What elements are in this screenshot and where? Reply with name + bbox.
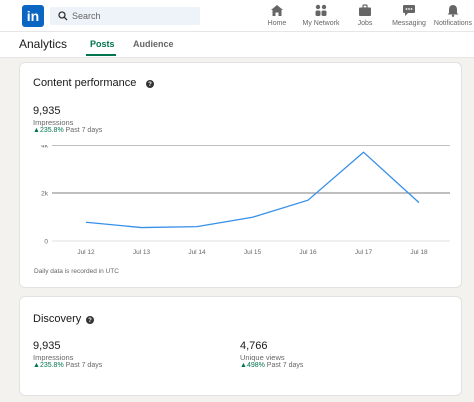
x-tick-label: Jul 12: [77, 249, 95, 256]
x-tick-label: Jul 15: [244, 249, 262, 256]
delta-value: 498%: [246, 362, 265, 369]
nav-item-my-network[interactable]: My Network: [300, 4, 342, 30]
delta-period: Past 7 days: [266, 362, 304, 369]
nav-item-label: Messaging: [392, 20, 426, 27]
impressions-series-line: [85, 151, 420, 229]
briefcase-icon: [359, 4, 371, 16]
nav-item-label: Notifications: [433, 20, 473, 27]
top-navigation-bar: in Home My Network Jobs: [0, 0, 474, 32]
impressions-delta: ▲235.8% Past 7 days: [33, 127, 102, 134]
delta-value: 235.8%: [39, 127, 64, 134]
linkedin-logo[interactable]: in: [22, 5, 44, 27]
delta-period: Past 7 days: [65, 127, 103, 134]
utc-footnote: Daily data is recorded in UTC: [34, 268, 119, 275]
discovery-impressions-label: Impressions: [33, 353, 74, 362]
svg-text:?: ?: [88, 318, 92, 324]
trend-up-icon: ▲: [33, 127, 40, 134]
y-tick-label: 4k: [41, 145, 49, 150]
unique-views-value: 4,766: [240, 340, 268, 352]
search-box[interactable]: [50, 7, 200, 25]
search-input[interactable]: [72, 7, 196, 25]
nav-item-label: Home: [267, 20, 287, 27]
y-tick-label: 0: [44, 239, 48, 246]
card-title: Content performance: [33, 77, 137, 89]
impressions-line-chart: 4k 2k 0 Jul 12 Jul 13 Jul 14 Jul 15 Jul 16 Jul 1…: [41, 145, 450, 256]
page-title: Analytics: [19, 37, 68, 51]
bell-icon: [447, 5, 459, 17]
tab-audience[interactable]: Audience: [133, 39, 174, 49]
svg-text:?: ?: [148, 82, 152, 88]
nav-item-jobs[interactable]: Jobs: [354, 4, 376, 30]
delta-value: 235.8%: [39, 362, 64, 369]
search-icon: [58, 11, 68, 21]
x-tick-label: Jul 18: [410, 249, 428, 256]
analytics-header: Analytics Posts Audience: [0, 32, 474, 58]
impressions-value: 9,935: [33, 105, 61, 117]
nav-item-notifications[interactable]: Notifications: [433, 4, 473, 30]
delta-period: Past 7 days: [65, 362, 103, 369]
nav-item-label: My Network: [302, 20, 340, 27]
unique-views-label: Unique views: [240, 353, 285, 362]
impressions-label: Impressions: [33, 118, 74, 127]
x-tick-label: Jul 16: [299, 249, 317, 256]
tab-posts[interactable]: Posts: [90, 39, 115, 49]
discovery-card: Discovery ? 9,935 Impressions ▲235.8% Pa…: [19, 296, 462, 396]
content-performance-card: Content performance ? 9,935 Impressions …: [19, 62, 462, 288]
y-tick-label: 2k: [41, 191, 49, 198]
nav-item-label: Jobs: [357, 20, 373, 27]
home-icon: [271, 5, 283, 16]
trend-up-icon: ▲: [240, 362, 247, 369]
x-tick-label: Jul 14: [188, 249, 206, 256]
x-tick-label: Jul 17: [355, 249, 373, 256]
trend-up-icon: ▲: [33, 362, 40, 369]
card-title: Discovery: [33, 313, 82, 325]
active-tab-indicator: [86, 54, 116, 56]
network-icon: [315, 4, 327, 16]
discovery-impressions-delta: ▲235.8% Past 7 days: [33, 362, 102, 369]
nav-item-home[interactable]: Home: [266, 4, 288, 30]
discovery-impressions-value: 9,935: [33, 340, 61, 352]
unique-views-delta: ▲498% Past 7 days: [240, 362, 303, 369]
nav-item-messaging[interactable]: Messaging: [390, 4, 428, 30]
help-icon[interactable]: ?: [146, 80, 154, 88]
x-tick-label: Jul 13: [133, 249, 151, 256]
messaging-icon: [403, 5, 415, 16]
help-icon[interactable]: ?: [86, 316, 94, 324]
